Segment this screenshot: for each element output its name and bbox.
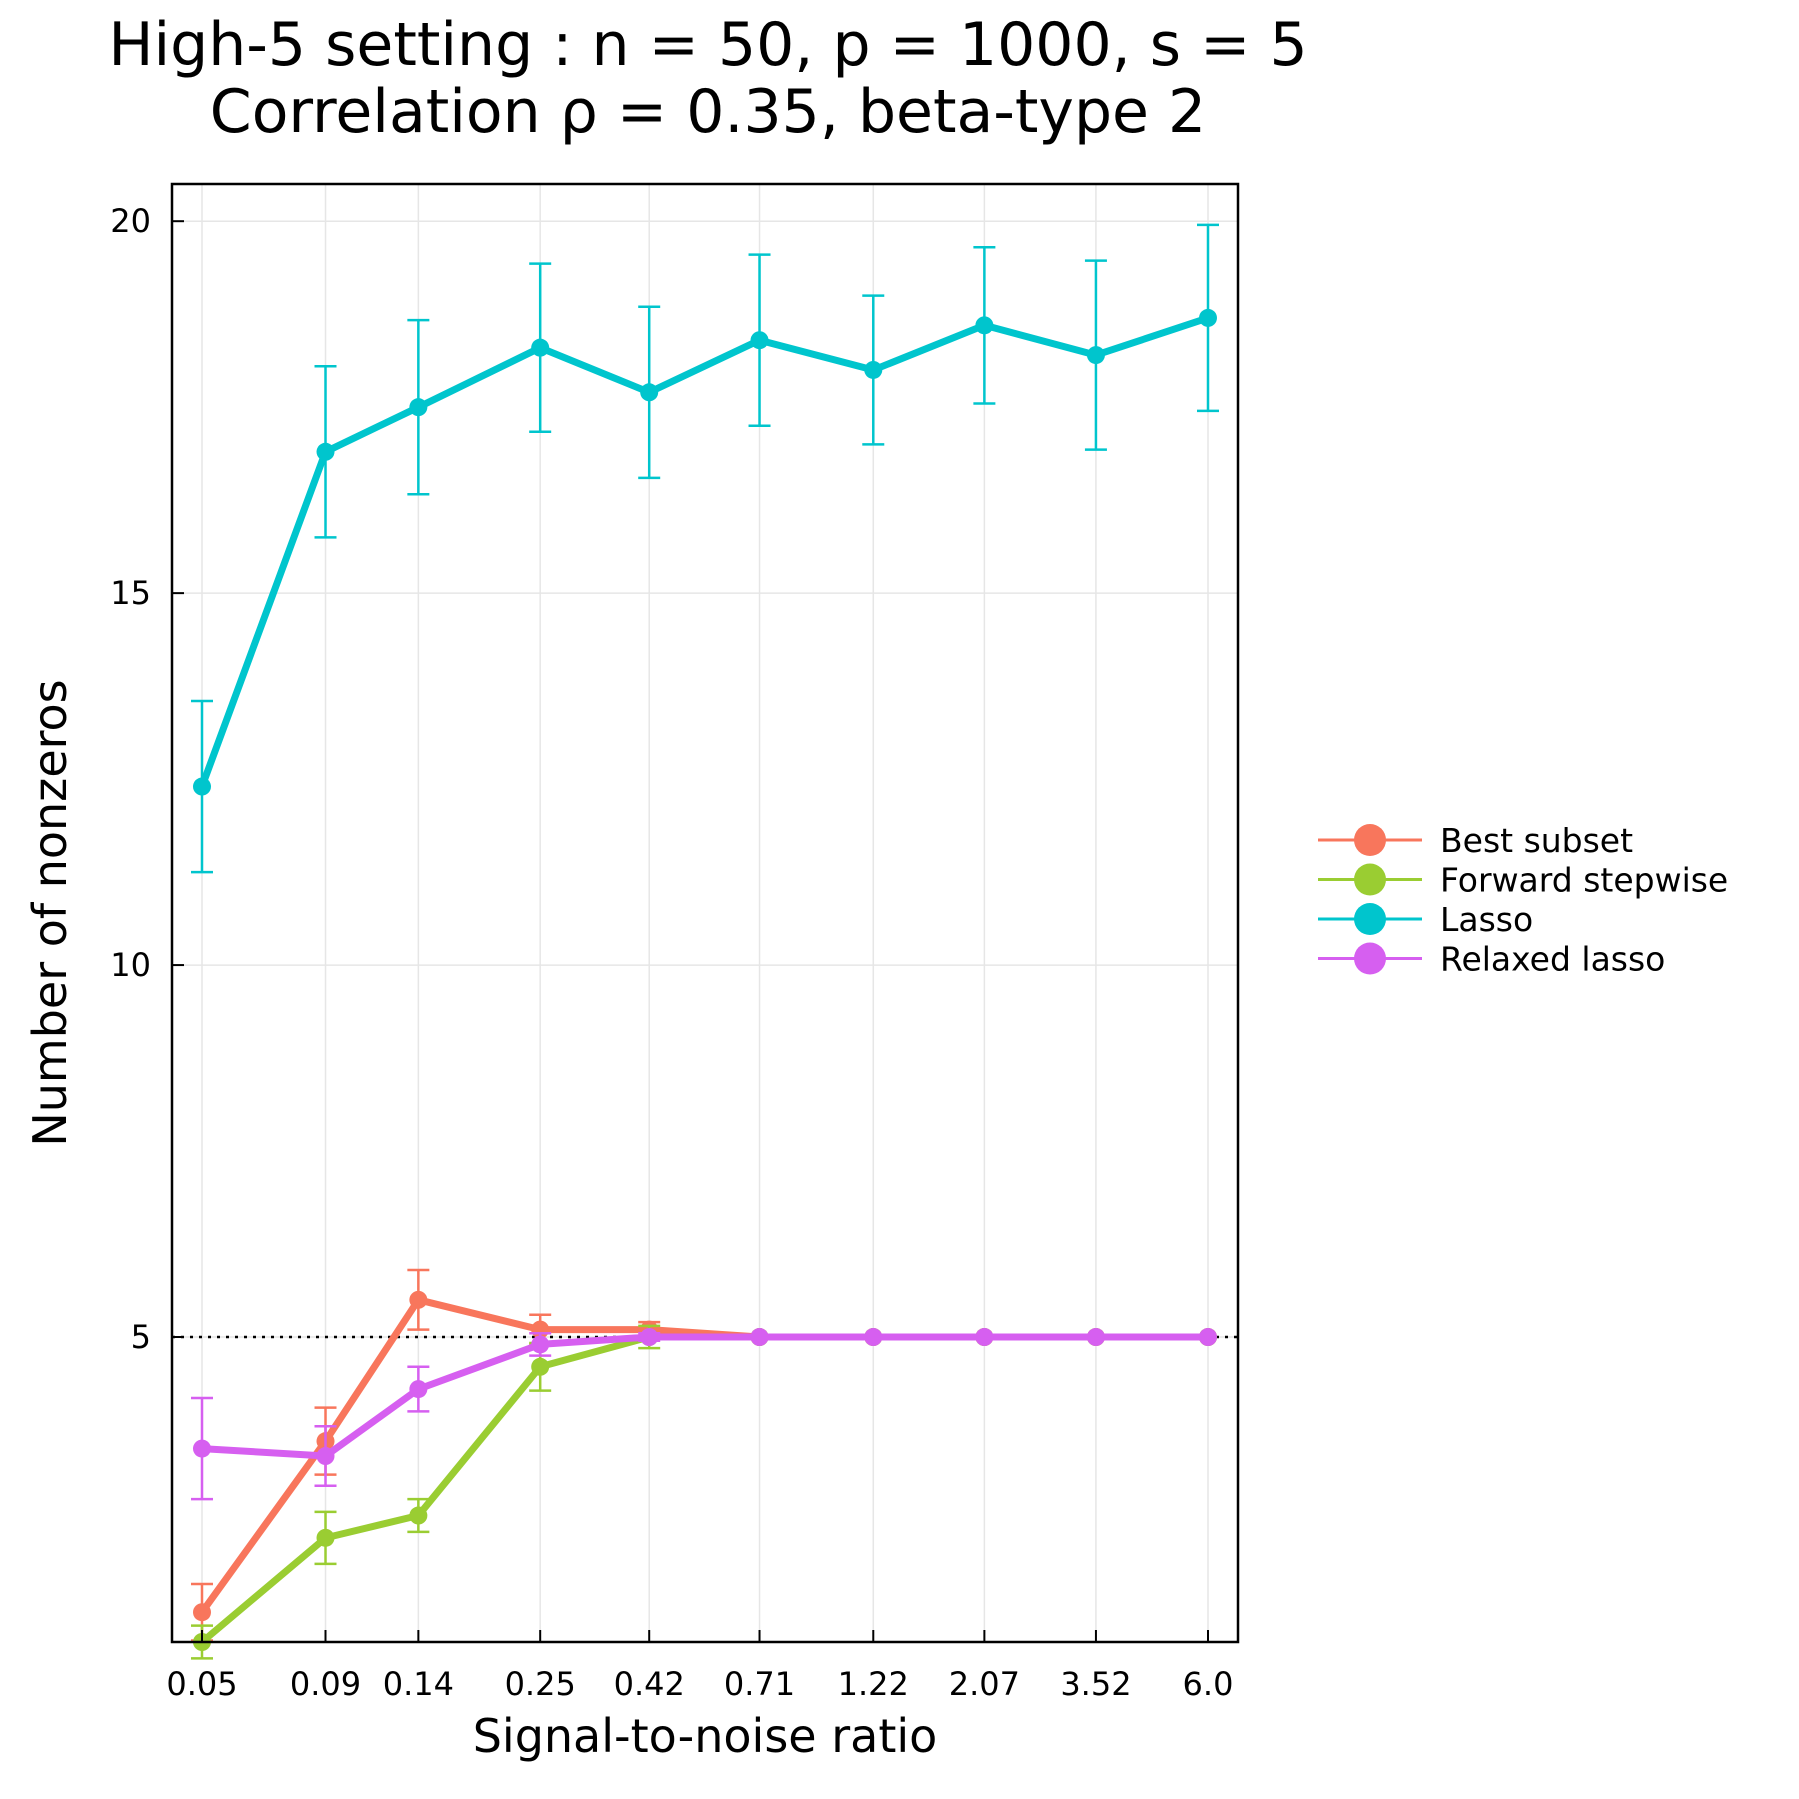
legend-swatch-marker	[1354, 824, 1386, 856]
legend-label: Lasso	[1440, 900, 1533, 939]
data-point	[316, 442, 335, 461]
data-point	[640, 1328, 659, 1347]
x-tick-label: 0.09	[290, 1665, 361, 1703]
series-relaxed-lasso	[191, 1328, 1217, 1501]
x-tick-label: 6.0	[1183, 1665, 1234, 1703]
y-axis-ticks: 5 10 15 20	[110, 202, 184, 1356]
series-line	[198, 314, 1212, 790]
x-tick-label: 0.25	[505, 1665, 576, 1703]
legend-item-relaxed-lasso: Relaxed lasso	[1318, 940, 1665, 979]
gridlines	[172, 184, 1238, 1642]
data-point	[640, 383, 659, 402]
legend-swatch-marker	[1354, 903, 1386, 935]
data-point	[316, 1528, 335, 1547]
data-point	[975, 316, 994, 335]
data-point	[193, 1439, 211, 1458]
legend-label: Relaxed lasso	[1440, 940, 1665, 979]
y-tick-label: 20	[110, 202, 151, 240]
data-point	[531, 1357, 550, 1376]
y-tick-label: 10	[110, 946, 151, 984]
data-point	[531, 1335, 550, 1354]
series-lasso	[191, 223, 1219, 874]
series-line	[198, 1333, 1212, 1646]
data-point	[750, 331, 769, 350]
data-point	[316, 1447, 335, 1466]
data-point	[1086, 1328, 1105, 1347]
legend-label: Best subset	[1440, 821, 1633, 860]
data-point	[193, 777, 211, 796]
data-point	[409, 398, 428, 417]
legend-swatch-marker	[1354, 863, 1386, 896]
y-axis-label: Number of nonzeros	[23, 679, 77, 1146]
data-point	[409, 1290, 428, 1309]
y-tick-label: 15	[110, 574, 151, 612]
x-axis-ticks: 0.05 0.09 0.14 0.25 0.42 0.71 1.22 2.07 3.52 6.0	[166, 1630, 1233, 1703]
legend-swatch-marker	[1354, 942, 1386, 975]
plot-frame	[170, 182, 1240, 1644]
data-point	[193, 1603, 211, 1622]
data-point	[1199, 1328, 1217, 1347]
x-tick-label: 2.07	[949, 1665, 1020, 1703]
chart-title-line-1: High-5 setting : n = 50, p = 1000, s = 5	[108, 10, 1307, 80]
data-point	[864, 360, 883, 379]
data-point	[1199, 308, 1217, 327]
legend-item-forward-stepwise: Forward stepwise	[1318, 861, 1728, 900]
data-point	[409, 1506, 428, 1525]
legend-label: Forward stepwise	[1440, 861, 1728, 900]
y-tick-label: 5	[131, 1318, 151, 1356]
data-point	[750, 1328, 769, 1347]
series-line	[198, 1296, 1212, 1616]
legend-item-lasso: Lasso	[1318, 900, 1533, 939]
x-tick-label: 0.71	[724, 1665, 795, 1703]
data-point	[975, 1328, 994, 1347]
data-point	[409, 1380, 428, 1399]
series-line	[198, 1333, 1212, 1460]
legend-item-best-subset: Best subset	[1318, 821, 1633, 860]
chart-title-line-2: Correlation ρ = 0.35, beta-type 2	[210, 77, 1206, 147]
data-point	[864, 1328, 883, 1347]
data-point	[1086, 346, 1105, 365]
series-forward-stepwise	[191, 1324, 1217, 1660]
data-point	[531, 338, 550, 357]
series-best-subset	[191, 1268, 1217, 1642]
x-tick-label: 3.52	[1060, 1665, 1131, 1703]
x-tick-label: 0.42	[614, 1665, 685, 1703]
x-axis-label: Signal-to-noise ratio	[473, 1709, 938, 1763]
x-tick-label: 0.14	[383, 1665, 454, 1703]
x-tick-label: 0.05	[166, 1665, 237, 1703]
x-tick-label: 1.22	[838, 1665, 909, 1703]
series-layer	[191, 223, 1219, 1660]
